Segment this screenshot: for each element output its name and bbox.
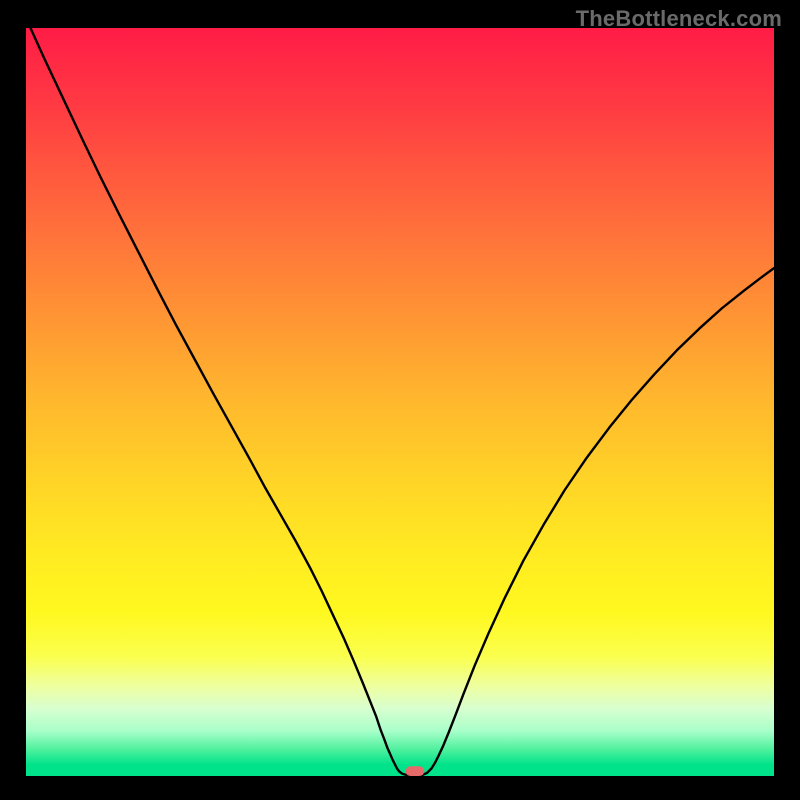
outer-frame: TheBottleneck.com [0, 0, 800, 800]
gradient-background [26, 28, 774, 776]
chart-svg [26, 28, 774, 776]
plot-area [26, 28, 774, 776]
optimal-marker [406, 766, 425, 776]
